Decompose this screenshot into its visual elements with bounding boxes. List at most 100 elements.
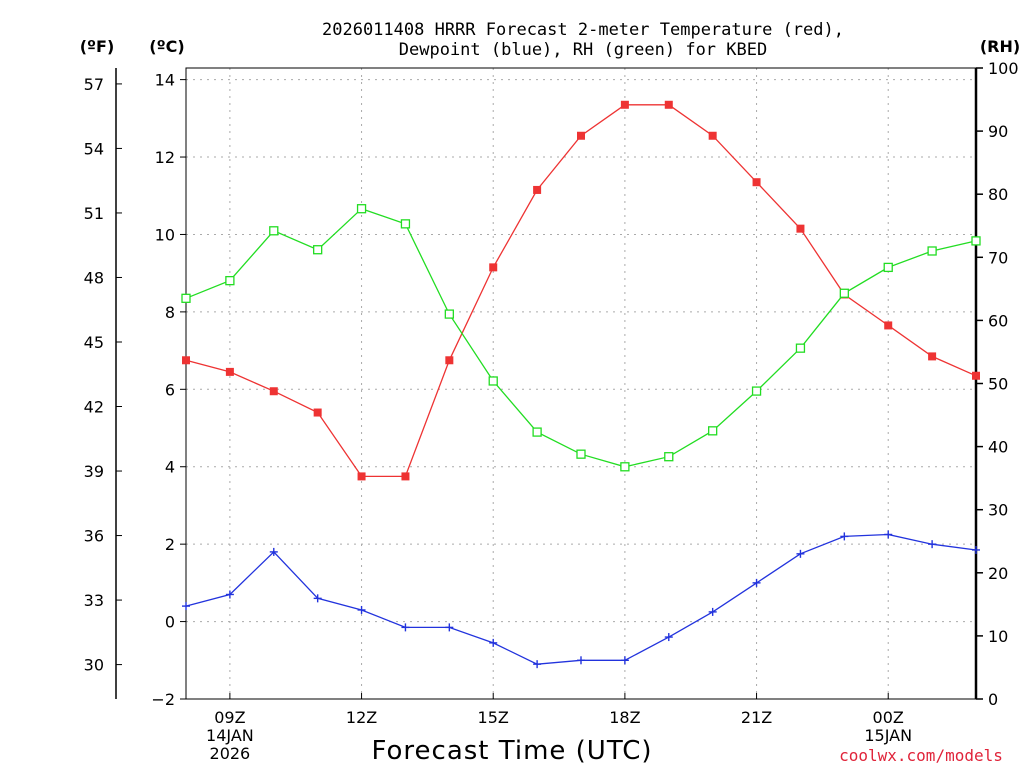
rh-tick-label: 40 xyxy=(988,438,1008,457)
rh-tick-label: 0 xyxy=(988,690,998,709)
rh-tick-label: 10 xyxy=(988,627,1008,646)
rh-unit-label: (RH) xyxy=(980,37,1020,56)
fahrenheit-tick-label: 36 xyxy=(84,527,104,546)
rh-tick-label: 70 xyxy=(988,248,1008,267)
rh-tick-label: 60 xyxy=(988,311,1008,330)
fahrenheit-tick-label: 39 xyxy=(84,462,104,481)
temperature-point xyxy=(182,356,190,365)
fahrenheit-tick-label: 42 xyxy=(84,398,104,417)
rh-point xyxy=(400,219,411,229)
dewpoint-point xyxy=(708,607,717,616)
temperature-point xyxy=(708,131,717,140)
temperature-point xyxy=(489,263,498,272)
rh-point xyxy=(269,226,279,236)
rh-tick-label: 90 xyxy=(988,122,1008,141)
rh-point xyxy=(708,426,718,436)
fahrenheit-tick-label: 33 xyxy=(84,591,104,610)
rh-tick-label: 50 xyxy=(988,375,1008,394)
x-tick-label: 09Z xyxy=(214,708,245,727)
dewpoint-point xyxy=(752,578,761,587)
celsius-tick-label: 12 xyxy=(155,148,175,167)
rh-point xyxy=(751,386,762,396)
temperature-point xyxy=(269,387,278,396)
rh-point xyxy=(883,262,893,273)
dewpoint-point xyxy=(182,602,190,611)
tick-labels: −2 0 2 4 6 8 10 12 14 30 33 36 39 42 45 48 51 54 57 0 10 20 30… xyxy=(84,59,1019,763)
temperature-point xyxy=(620,100,629,109)
temperature-point xyxy=(577,131,585,140)
chart-title-line1: 2026011408 HRRR Forecast 2-meter Tempera… xyxy=(322,20,844,40)
dewpoint-point xyxy=(577,656,585,665)
celsius-tick-label: −2 xyxy=(151,690,175,709)
rh-tick-label: 20 xyxy=(988,564,1008,583)
series-layer xyxy=(181,100,981,669)
chart-title-line2: Dewpoint (blue), RH (green) for KBED xyxy=(399,40,767,60)
rh-point xyxy=(181,293,191,303)
rh-point xyxy=(356,204,367,214)
rh-point xyxy=(664,452,674,462)
dewpoint-point xyxy=(620,656,629,665)
dewpoint-point xyxy=(928,540,937,549)
dewpoint-point xyxy=(445,623,454,632)
celsius-tick-label: 14 xyxy=(155,71,175,90)
x-tick-label: 15JAN xyxy=(864,726,912,745)
dewpoint-point xyxy=(972,545,980,554)
dewpoint-line xyxy=(185,533,977,665)
celsius-tick-label: 0 xyxy=(165,613,175,632)
temperature-point xyxy=(225,367,234,376)
fahrenheit-tick-label: 48 xyxy=(84,268,104,287)
temperature-point xyxy=(972,371,980,380)
rh-point xyxy=(795,343,806,353)
x-tick-label: 15Z xyxy=(478,708,509,727)
rh-point xyxy=(532,427,542,437)
rh-point xyxy=(839,288,849,298)
fahrenheit-unit-label: (ºF) xyxy=(80,37,115,56)
dewpoint-point xyxy=(884,530,893,539)
dewpoint-point xyxy=(401,623,410,632)
dewpoint-point xyxy=(796,549,805,558)
rh-point xyxy=(488,376,498,386)
celsius-tick-label: 10 xyxy=(155,225,175,244)
temperature-point xyxy=(752,178,761,187)
dewpoint-point xyxy=(313,594,322,603)
temperature-point xyxy=(533,185,542,194)
rh-point xyxy=(620,462,630,472)
dewpoint-point xyxy=(489,638,498,647)
dewpoint-point xyxy=(269,547,278,556)
credit-label: coolwx.com/models xyxy=(839,746,1003,765)
x-tick-label: 14JAN xyxy=(206,726,254,745)
rh-point xyxy=(225,275,235,286)
fahrenheit-tick-label: 45 xyxy=(84,333,104,352)
fahrenheit-tick-label: 54 xyxy=(84,139,104,158)
rh-point xyxy=(444,309,454,319)
temperature-point xyxy=(928,352,937,361)
dewpoint-point xyxy=(225,590,234,599)
celsius-unit-label: (ºC) xyxy=(149,37,184,56)
x-tick-label: 21Z xyxy=(741,708,772,727)
temperature-point xyxy=(313,408,322,417)
fahrenheit-tick-label: 57 xyxy=(84,75,104,94)
temperature-point xyxy=(884,321,893,330)
rh-point xyxy=(927,246,937,256)
fahrenheit-tick-label: 51 xyxy=(84,204,104,223)
x-tick-label: 18Z xyxy=(609,708,640,727)
x-tick-label: 2026 xyxy=(210,744,251,763)
temperature-point xyxy=(664,100,673,109)
rh-tick-label: 30 xyxy=(988,501,1008,520)
dewpoint-point xyxy=(840,532,849,541)
x-tick-label: 12Z xyxy=(346,708,377,727)
fahrenheit-tick-label: 30 xyxy=(84,656,104,675)
celsius-tick-label: 4 xyxy=(165,458,175,477)
rh-point xyxy=(313,245,323,255)
temperature-point xyxy=(796,224,805,233)
x-tick-label: 00Z xyxy=(873,708,904,727)
rh-tick-label: 100 xyxy=(988,59,1019,78)
dewpoint-point xyxy=(357,605,366,614)
temperature-point xyxy=(357,472,366,481)
celsius-tick-label: 6 xyxy=(165,380,175,399)
celsius-tick-label: 8 xyxy=(165,303,175,322)
rh-point xyxy=(971,236,981,246)
celsius-tick-label: 2 xyxy=(165,535,175,554)
rh-tick-label: 80 xyxy=(988,185,1008,204)
rh-line xyxy=(185,207,977,468)
